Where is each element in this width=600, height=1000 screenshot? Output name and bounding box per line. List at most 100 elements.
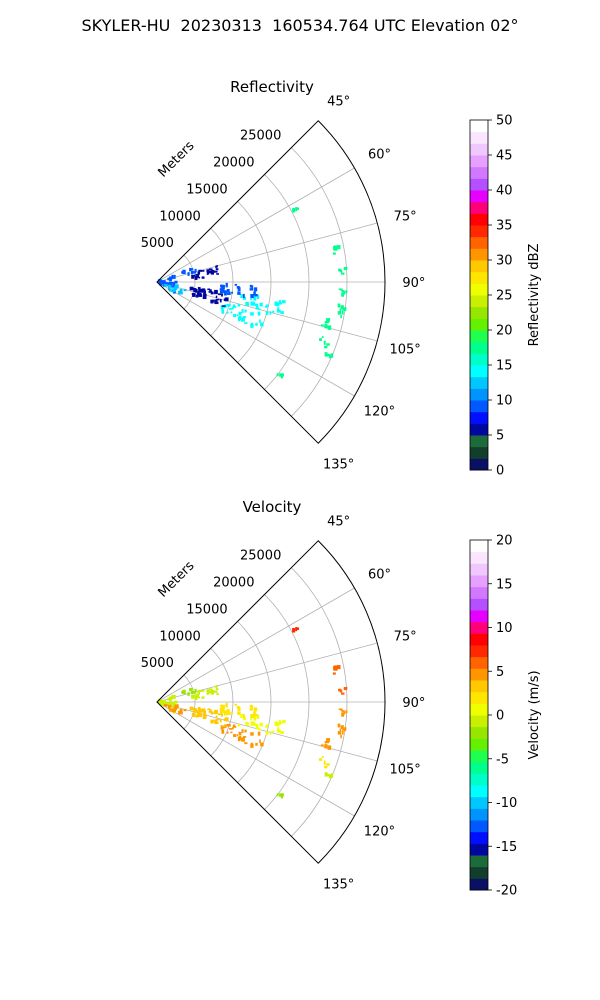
echo-gate xyxy=(250,322,254,328)
colorbar-segment xyxy=(470,295,488,308)
colorbar-tick-label: 0 xyxy=(496,464,504,479)
echo-gate xyxy=(242,716,246,720)
echo-gate xyxy=(238,318,241,322)
echo-gate xyxy=(191,270,194,275)
panel-title: Velocity xyxy=(243,498,302,516)
colorbar-segment xyxy=(470,691,488,704)
range-tick-label: 10000 xyxy=(159,209,200,224)
echo-gate xyxy=(163,284,168,287)
echo-gate xyxy=(192,691,197,694)
range-tick-label: 10000 xyxy=(159,629,200,644)
echo-gate xyxy=(231,307,234,310)
echo-gate xyxy=(340,725,344,730)
echo-gate xyxy=(255,742,258,746)
echo-gate xyxy=(243,736,247,738)
echo-gate xyxy=(231,727,234,730)
echo-gate xyxy=(343,688,348,691)
echo-cluster xyxy=(320,738,332,750)
echo-gate xyxy=(339,689,343,693)
echo-gate xyxy=(272,730,275,733)
echo-gate xyxy=(208,711,213,713)
echo-gate xyxy=(201,270,205,272)
colorbar-segment xyxy=(470,423,488,436)
echo-gate xyxy=(174,280,178,284)
echo-gate xyxy=(201,708,206,713)
echo-cluster xyxy=(276,373,284,379)
echo-gate xyxy=(341,730,344,735)
echo-gate xyxy=(193,274,196,277)
echo-gate xyxy=(320,324,324,327)
echo-gate xyxy=(336,665,341,670)
echo-gate xyxy=(215,685,217,689)
echo-gate xyxy=(278,302,282,305)
echo-gate xyxy=(201,276,205,279)
echo-gate xyxy=(158,279,161,284)
colorbar-segment xyxy=(470,341,488,354)
echo-gate xyxy=(337,311,342,315)
range-tick-label: 15000 xyxy=(186,602,227,617)
echo-gate xyxy=(169,704,172,708)
echo-gate xyxy=(187,272,190,276)
colorbar-segment xyxy=(470,878,488,891)
colorbar-tick-label: 45 xyxy=(496,149,513,164)
echo-gate xyxy=(201,690,205,692)
echo-cluster xyxy=(324,352,334,359)
range-tick-label: 20000 xyxy=(213,156,254,171)
echo-gate xyxy=(280,311,284,315)
echo-gate xyxy=(167,277,170,281)
echo-gate xyxy=(221,309,225,314)
echo-gate xyxy=(238,316,242,320)
echo-gate xyxy=(216,265,218,268)
colorbar-segment xyxy=(470,248,488,261)
echo-gate xyxy=(226,311,229,314)
echo-gate xyxy=(336,245,341,250)
azimuth-tick-label: 45° xyxy=(327,94,350,109)
echo-gate xyxy=(208,268,213,271)
echo-gate xyxy=(172,703,176,707)
echo-gate xyxy=(328,774,332,779)
colorbar-segment xyxy=(470,213,488,226)
echo-gate xyxy=(221,293,223,297)
echo-gate xyxy=(230,731,233,734)
azimuth-gridline-120 xyxy=(156,701,355,817)
echo-gate xyxy=(326,318,331,322)
echo-gate xyxy=(232,304,236,308)
colorbar-segment xyxy=(470,715,488,728)
echo-gate xyxy=(171,286,175,288)
echo-gate xyxy=(338,268,342,272)
echo-gate xyxy=(254,293,258,297)
echo-gate xyxy=(254,287,258,292)
echo-gate xyxy=(255,725,258,730)
echo-gate xyxy=(344,267,348,269)
echo-gate xyxy=(252,714,256,719)
echo-gate xyxy=(237,287,241,292)
echo-gate xyxy=(250,732,254,736)
azimuth-tick-label: 60° xyxy=(368,568,391,583)
colorbar-segment xyxy=(470,365,488,378)
echo-gate xyxy=(237,711,241,715)
echo-gate xyxy=(265,311,269,315)
echo-gate xyxy=(169,287,171,292)
echo-gate xyxy=(198,690,201,694)
echo-gate xyxy=(192,288,195,291)
echo-gate xyxy=(324,741,327,744)
echo-gate xyxy=(214,709,218,715)
echo-cluster xyxy=(319,756,330,769)
echo-gate xyxy=(220,305,224,310)
echo-gate xyxy=(226,731,229,734)
echo-gate xyxy=(169,277,172,282)
echo-gate xyxy=(172,710,175,713)
echo-gate xyxy=(215,295,218,299)
azimuth-tick-label: 75° xyxy=(394,210,417,225)
echo-gate xyxy=(179,288,183,293)
echo-gate xyxy=(259,739,261,744)
echo-gate xyxy=(208,688,213,691)
colorbar-segment xyxy=(470,411,488,424)
echo-gate xyxy=(253,297,257,301)
echo-cluster xyxy=(320,318,332,330)
echo-cluster xyxy=(181,267,197,276)
colorbar-segment xyxy=(470,190,488,203)
range-tick-label: 5000 xyxy=(141,656,174,671)
echo-gate xyxy=(292,208,296,213)
echo-gate xyxy=(159,281,162,285)
